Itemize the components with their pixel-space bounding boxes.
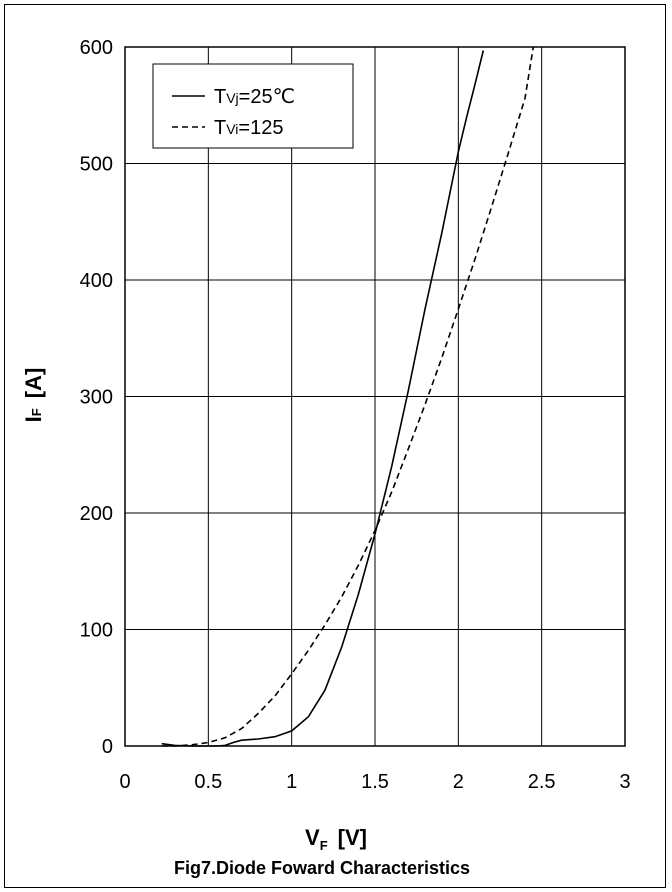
legend-label-main: T xyxy=(214,86,226,108)
grid xyxy=(125,47,625,746)
figure-frame xyxy=(4,4,666,888)
legend-label-tvi125: TVi=125 xyxy=(214,117,283,139)
y-tick-label: 500 xyxy=(80,154,113,176)
x-tick-label: 0.5 xyxy=(194,771,222,793)
x-tick-label: 1 xyxy=(286,771,297,793)
y-tick-label: 100 xyxy=(80,620,113,642)
legend-box xyxy=(152,63,354,149)
series-group xyxy=(161,46,535,747)
x-tick-label: 0 xyxy=(119,771,130,793)
x-axis-title-sub: F xyxy=(320,838,328,853)
legend-label-tvj25: TVj=25℃ xyxy=(214,86,295,108)
legend-label-rest: =25℃ xyxy=(239,86,295,108)
x-axis-title-unit: [V] xyxy=(338,825,367,850)
y-tick-label: 400 xyxy=(80,270,113,292)
y-tick-label: 0 xyxy=(102,736,113,758)
y-tick-label: 600 xyxy=(80,37,113,59)
y-axis-title-main: I xyxy=(21,416,46,422)
legend-label-main: T xyxy=(214,117,226,139)
y-axis-title-unit: [A] xyxy=(21,368,46,399)
legend-label-rest: =125 xyxy=(238,117,283,139)
x-tick-label: 2.5 xyxy=(528,771,556,793)
series-line-tvi125 xyxy=(161,46,535,747)
series-line-tvj25 xyxy=(161,50,485,747)
figure-caption: Fig7.Diode Foward Characteristics xyxy=(174,858,470,878)
x-axis-title: VF [V] xyxy=(305,825,367,853)
x-tick-label: 1.5 xyxy=(361,771,389,793)
tick-labels: 0 0.5 1 1.5 2 2.5 3 0 100 200 300 400 500 600 xyxy=(80,37,631,793)
y-axis-title: IF [A] xyxy=(21,368,46,423)
plot-area xyxy=(124,46,626,747)
x-tick-label: 2 xyxy=(453,771,464,793)
y-tick-label: 200 xyxy=(80,503,113,525)
legend: TVj=25℃ TVi=125 xyxy=(152,63,354,149)
y-tick-label: 300 xyxy=(80,387,113,409)
legend-label-sub: Vi xyxy=(226,121,238,137)
legend-label-sub: Vj xyxy=(226,90,238,106)
x-tick-label: 3 xyxy=(619,771,630,793)
x-axis-title-main: V xyxy=(305,825,320,850)
y-axis-title-sub: F xyxy=(29,408,44,416)
